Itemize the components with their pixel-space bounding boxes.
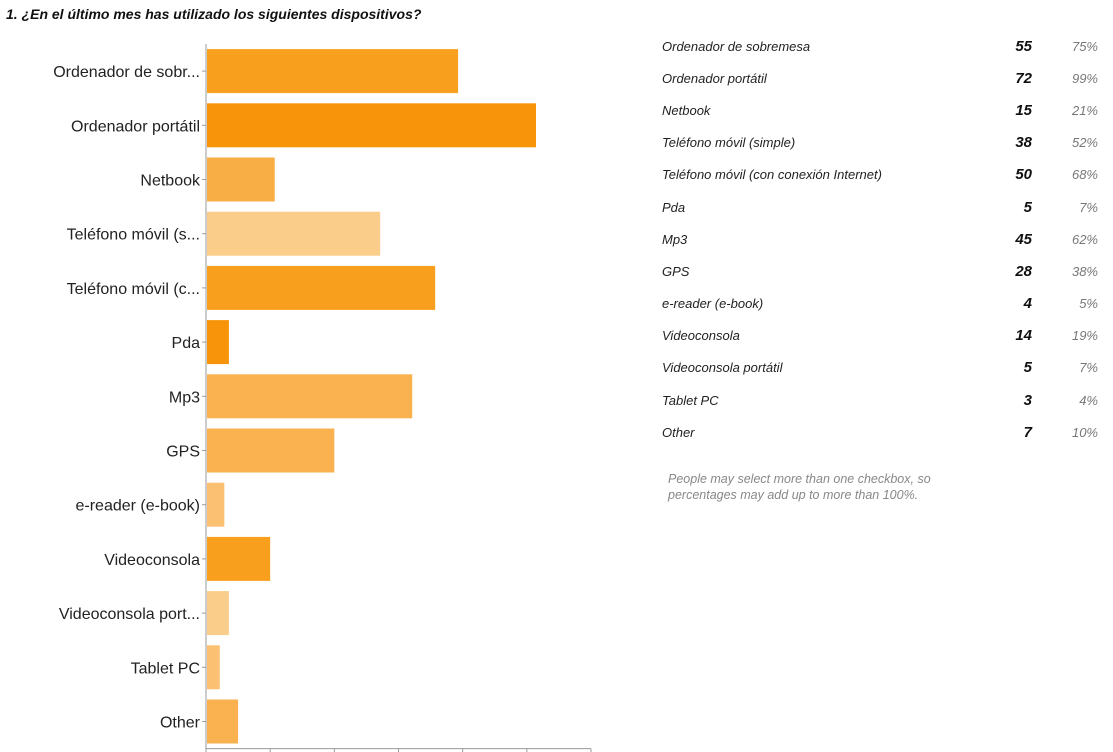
category-label: Mp3 <box>169 389 200 406</box>
table-row: Netbook 15 21% <box>662 94 1098 126</box>
result-count: 3 <box>1023 391 1032 409</box>
table-row: Videoconsola portátil 5 7% <box>662 352 1098 384</box>
result-percent: 5% <box>1079 296 1098 312</box>
result-count: 4 <box>1023 295 1032 313</box>
table-row: GPS 28 38% <box>662 255 1098 287</box>
category-label: GPS <box>166 444 200 461</box>
footnote-line-1: People may select more than one checkbox… <box>668 472 931 486</box>
result-label: e-reader (e-book) <box>662 296 764 312</box>
result-label: Videoconsola <box>662 328 740 344</box>
result-label: Mp3 <box>662 231 688 247</box>
result-label: Ordenador de sobremesa <box>662 38 811 54</box>
result-label: Videoconsola portátil <box>662 360 783 376</box>
result-count: 28 <box>1015 262 1032 280</box>
result-percent: 7% <box>1079 360 1098 376</box>
bar <box>207 157 275 202</box>
category-label: e-reader (e-book) <box>76 498 201 515</box>
bar <box>207 211 381 256</box>
bar <box>207 374 413 419</box>
result-percent: 68% <box>1071 167 1098 183</box>
category-label: Pda <box>172 335 201 352</box>
category-label: Tablet PC <box>131 660 200 677</box>
table-row: Tablet PC 3 4% <box>662 384 1098 416</box>
category-label: Ordenador de sobr... <box>53 64 200 81</box>
bar <box>207 645 220 690</box>
footnote-line-2: percentages may add up to more than 100%… <box>668 488 919 503</box>
category-label: Ordenador portátil <box>71 118 200 135</box>
table-row: Teléfono móvil (simple) 38 52% <box>662 127 1098 159</box>
result-label: Ordenador portátil <box>662 70 767 86</box>
result-percent: 99% <box>1071 70 1098 86</box>
bar <box>207 103 536 148</box>
result-count: 55 <box>1015 37 1032 55</box>
footnote: People may select more than one checkbox… <box>668 471 1048 504</box>
result-label: Netbook <box>662 102 711 118</box>
result-count: 38 <box>1015 134 1032 152</box>
question-title: 1. ¿En el último mes has utilizado los s… <box>6 6 422 22</box>
result-percent: 4% <box>1079 392 1098 408</box>
category-label: Teléfono móvil (s... <box>67 227 200 244</box>
result-percent: 19% <box>1071 328 1098 344</box>
bar <box>207 49 459 94</box>
result-label: Teléfono móvil (con conexión Internet) <box>662 167 882 183</box>
table-row: e-reader (e-book) 4 5% <box>662 288 1098 320</box>
result-percent: 21% <box>1071 102 1098 118</box>
result-label: Tablet PC <box>662 392 719 408</box>
result-count: 45 <box>1015 230 1032 248</box>
result-percent: 7% <box>1079 199 1098 215</box>
bar <box>207 428 335 473</box>
result-percent: 75% <box>1071 38 1098 54</box>
result-label: Pda <box>662 199 686 215</box>
result-count: 5 <box>1023 359 1032 377</box>
result-count: 15 <box>1015 101 1032 119</box>
table-row: Teléfono móvil (con conexión Internet) 50… <box>662 159 1098 191</box>
bar <box>207 536 271 581</box>
table-row: Other 7 10% <box>662 416 1098 448</box>
result-label: GPS <box>662 263 690 279</box>
result-percent: 38% <box>1071 263 1098 279</box>
result-count: 5 <box>1023 198 1032 216</box>
table-row: Mp3 45 62% <box>662 223 1098 255</box>
result-percent: 62% <box>1071 231 1098 247</box>
bar <box>207 265 436 310</box>
result-count: 7 <box>1023 423 1032 441</box>
result-count: 14 <box>1015 327 1032 345</box>
bar <box>207 482 225 527</box>
category-label: Videoconsola port... <box>59 606 200 623</box>
category-label: Teléfono móvil (c... <box>67 281 200 298</box>
results-table: Ordenador de sobremesa 55 75% Ordenador por… <box>662 30 1098 448</box>
category-label: Netbook <box>140 173 201 190</box>
bar <box>207 591 229 636</box>
category-label: Videoconsola <box>104 552 200 569</box>
bar-chart: Ordenador de sobr... Ordenador portátil Ne… <box>53 44 592 752</box>
result-label: Teléfono móvil (simple) <box>662 135 796 151</box>
table-row: Videoconsola 14 19% <box>662 320 1098 352</box>
bar <box>207 320 229 365</box>
table-row: Ordenador de sobremesa 55 75% <box>662 30 1098 62</box>
result-percent: 10% <box>1071 424 1098 440</box>
result-percent: 52% <box>1071 135 1098 151</box>
result-count: 50 <box>1015 166 1032 184</box>
result-label: Other <box>662 424 695 440</box>
category-label: Other <box>160 715 201 732</box>
bar <box>207 699 239 744</box>
result-count: 72 <box>1015 69 1032 87</box>
table-row: Ordenador portátil 72 99% <box>662 62 1098 94</box>
table-row: Pda 5 7% <box>662 191 1098 223</box>
